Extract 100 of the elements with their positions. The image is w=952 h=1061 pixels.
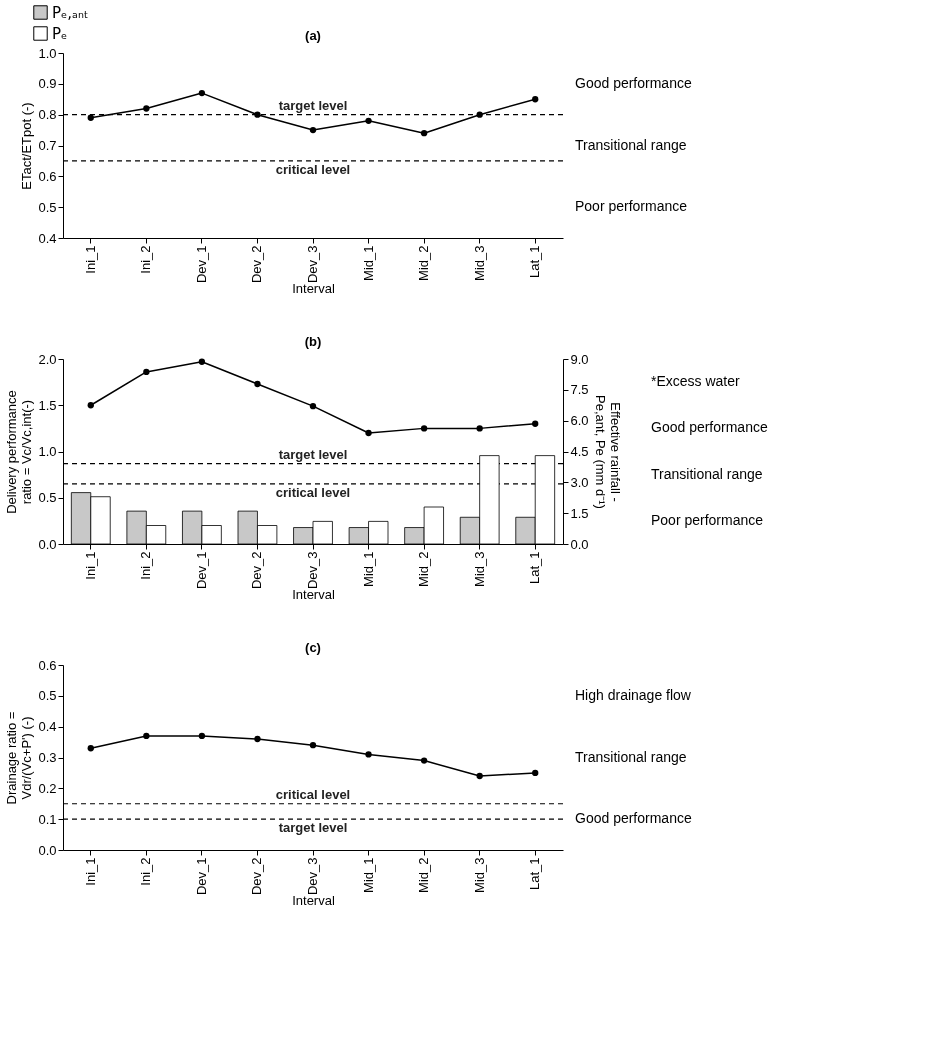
x-tick-label: Dev_3 [305,245,320,284]
x-tick-label: Ini_2 [138,551,154,580]
x-tick-label: Dev_3 [305,857,320,896]
text: Transitional range [575,136,687,153]
ref-line-label: target level [278,97,348,113]
x-tick-label: Dev_3 [305,551,320,590]
point [254,380,261,388]
y-tick-label: 0.9 [38,76,57,92]
point [309,126,317,134]
ref-line-label: target level [278,820,348,836]
point [420,425,428,432]
point [365,117,372,124]
point [309,742,317,749]
chart-title: (a) [305,28,321,43]
y2-tick-label: 3.0 [570,474,589,490]
text: Good performance [575,74,692,91]
x-tick-label: Ini_2 [138,857,154,886]
ref-line-label: target level [278,446,348,462]
legend-label: Pₑ [52,24,68,43]
point [143,105,150,112]
y2-tick-label: 0.0 [570,536,589,552]
point [532,96,539,103]
text: *Excess water [651,373,741,390]
text: Poor performance [651,511,764,528]
text: Transitional range [651,465,763,482]
y-axis-title: Drainage ratio = Vdr/(Vc+P') (-) [4,711,35,805]
point [198,358,206,365]
y-tick-label: 0.8 [38,107,57,123]
y-tick-label: 0.5 [38,199,57,215]
x-tick-label: Ini_1 [82,857,98,886]
y-tick-label: 0.0 [38,536,57,552]
y2-tick-label: 9.0 [570,351,589,367]
point [143,732,150,740]
text: Poor performance [575,198,688,215]
x-tick-label: Lat_1 [527,857,543,891]
y-tick-label: 0.0 [38,842,57,858]
y-axis-title: ETact/ETpot (-) [19,102,35,190]
y-tick-label: 0.7 [38,138,57,153]
legend-label: Pₑ,ₐₙₜ [52,3,89,22]
y-tick-label: 0.4 [38,230,57,246]
x-tick-label: Mid_1 [360,551,376,587]
y-tick-label: 0.5 [38,688,57,704]
y-tick-label: 0.4 [38,719,57,735]
point [365,751,372,758]
x-tick-label: Ini_1 [82,551,98,580]
chart-title: (b) [304,334,322,349]
text: Good performance [575,810,692,827]
text: Good performance [651,419,768,436]
x-tick-label: Dev_2 [249,551,265,590]
x-tick-label: Ini_1 [82,245,98,274]
y-tick-label: 0.1 [38,811,57,827]
point [476,772,483,780]
x-tick-label: Dev_1 [193,857,209,896]
x-tick-label: Lat_1 [527,551,543,585]
point [476,425,483,432]
x-tick-label: Dev_1 [193,245,209,284]
ref-line-label: critical level [275,484,351,500]
x-axis-title: Interval [292,281,335,297]
y2-tick-label: 6.0 [570,413,589,429]
ref-line-label: critical level [275,786,351,802]
point [87,745,94,752]
point [254,735,261,743]
y-tick-label: 1.0 [38,444,57,459]
y-tick-label: 0.5 [38,490,57,506]
y-tick-label: 0.3 [38,750,57,765]
x-tick-label: Dev_1 [193,551,209,590]
y-tick-label: 2.0 [38,351,57,367]
y-tick-label: 0.2 [38,780,57,796]
x-tick-label: Mid_2 [416,245,432,281]
point [532,769,539,777]
point [87,114,94,121]
x-tick-label: Mid_2 [416,551,432,587]
x-axis-title: Interval [292,587,335,603]
x-tick-label: Lat_1 [527,245,543,279]
point [420,757,428,764]
point [309,403,317,410]
x-tick-label: Mid_2 [416,857,432,893]
text: Transitional range [575,748,687,765]
point [420,130,428,137]
point [143,368,150,376]
y2-axis-title: Effective rainfall - Pe,ant, Pe (mm d⁻¹) [592,395,623,509]
point [365,429,372,437]
text: High drainage flow [575,686,692,703]
chart-title: (c) [305,640,321,655]
x-tick-label: Dev_2 [249,857,265,896]
y2-tick-label: 4.5 [570,444,589,459]
y-tick-label: 1.0 [38,45,57,61]
x-tick-label: Dev_2 [249,245,265,284]
x-tick-label: Mid_3 [471,857,487,893]
y-axis-title: Delivery performance ratio = Vc/Vc,int(-) [4,390,35,514]
point [198,89,206,97]
point [198,732,206,740]
y-tick-label: 1.5 [38,397,57,413]
y2-tick-label: 7.5 [570,382,589,398]
x-tick-label: Ini_2 [138,245,154,274]
y-tick-label: 0.6 [38,168,57,184]
x-tick-label: Mid_3 [471,551,487,587]
y-tick-label: 0.6 [38,657,57,673]
point [254,111,261,118]
x-tick-label: Mid_3 [471,245,487,281]
